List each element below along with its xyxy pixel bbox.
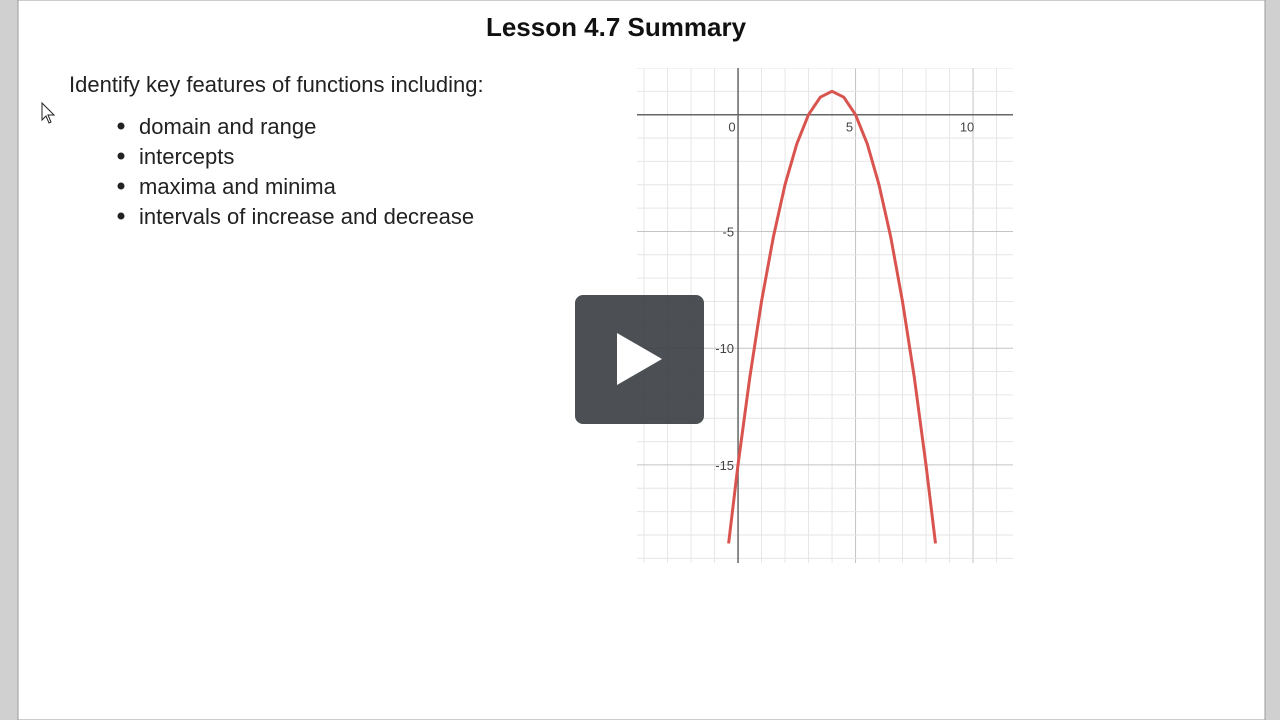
x-tick-label: 10 (960, 120, 974, 135)
bullet-text: intercepts (139, 144, 234, 169)
bullet-dot (117, 152, 125, 160)
x-tick-label: 0 (728, 120, 735, 135)
slide-title: Lesson 4.7 Summary (486, 12, 747, 42)
y-tick-label: -5 (722, 224, 734, 239)
bullet-text: domain and range (139, 114, 316, 139)
play-button[interactable] (575, 295, 704, 424)
bullet-dot (117, 212, 125, 220)
x-tick-label: 5 (846, 120, 853, 135)
function-curve (727, 89, 937, 544)
bullet-text: maxima and minima (139, 174, 337, 199)
mouse-cursor (41, 101, 56, 124)
intro-text: Identify key features of functions inclu… (69, 72, 484, 97)
y-tick-label: -10 (715, 341, 734, 356)
bullet-dot (117, 182, 125, 190)
bullet-text: intervals of increase and decrease (139, 204, 474, 229)
y-tick-label: -15 (715, 458, 734, 473)
play-icon[interactable] (617, 333, 662, 385)
bullet-dot (117, 122, 125, 130)
